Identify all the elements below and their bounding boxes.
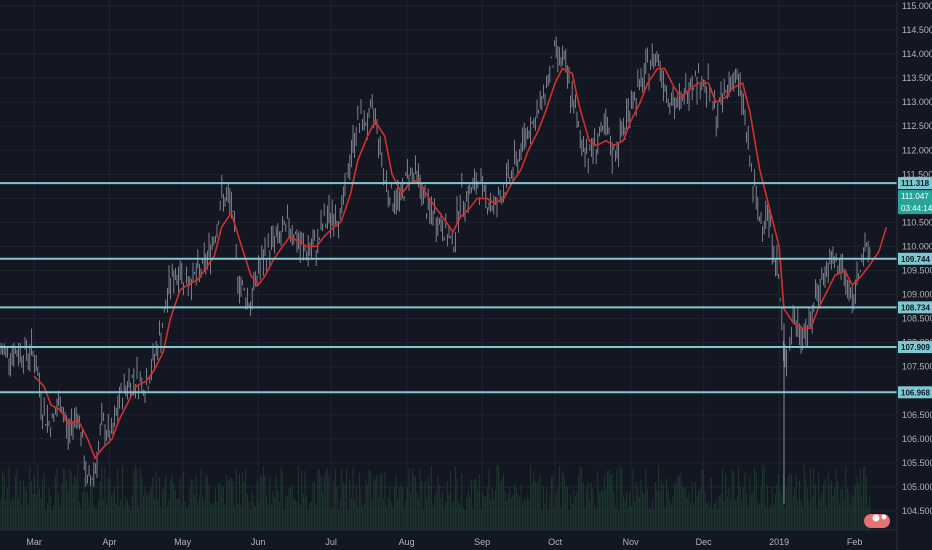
y-tick-label: 113.500: [902, 73, 932, 83]
x-tick-label: Feb: [847, 537, 863, 547]
x-tick-label: Aug: [399, 537, 415, 547]
grid: [0, 0, 896, 530]
x-tick-label: Jun: [251, 537, 266, 547]
y-tick-label: 111.500: [902, 169, 932, 179]
y-tick-label: 110.500: [902, 217, 932, 227]
x-tick-label: May: [174, 537, 192, 547]
x-tick-label: Dec: [696, 537, 713, 547]
current-price-tag: [898, 190, 932, 215]
moving-average: [33, 67, 888, 460]
level-tag: [898, 252, 932, 265]
x-tick-label: 2019: [769, 537, 789, 547]
moving-average-line: [33, 67, 888, 460]
y-tick-label: 112.500: [902, 121, 932, 131]
x-tick-label: Apr: [103, 537, 117, 547]
y-tick-label: 112.000: [902, 145, 932, 155]
y-tick-label: 114.000: [902, 49, 932, 59]
level-tag-label: 108.734: [901, 303, 930, 312]
level-tag: [898, 341, 932, 354]
time-axis[interactable]: Mar Apr May Jun Jul Aug Sep Oct Nov Dec 2019 Feb: [26, 537, 862, 547]
x-tick-label: Sep: [474, 537, 490, 547]
bar-countdown-label: 03:44:14: [901, 204, 932, 213]
price-tags: 111.318 109.744 108.734 107.909 106.968 111.0…: [898, 177, 932, 399]
y-tick-label: 108.500: [902, 314, 932, 324]
x-tick-label: Jul: [325, 537, 337, 547]
y-tick-label: 110.000: [902, 241, 932, 251]
level-tag-label: 107.909: [901, 343, 930, 352]
level-tag: [898, 386, 932, 399]
y-tick-label: 106.500: [902, 410, 932, 420]
y-tick-label: 107.500: [902, 362, 932, 372]
x-tick-label: Oct: [548, 537, 563, 547]
y-tick-label: 109.500: [902, 266, 932, 276]
y-tick-label: 105.000: [902, 482, 932, 492]
price-axis[interactable]: 104.500105.000105.500106.000106.500107.0…: [902, 1, 932, 516]
volume-bars: [0, 465, 871, 530]
y-tick-label: 114.500: [902, 25, 932, 35]
current-price-label: 111.047: [901, 192, 929, 201]
y-tick-label: 106.000: [902, 434, 932, 444]
y-tick-label: 105.500: [902, 458, 932, 468]
level-tag: [898, 301, 932, 314]
x-tick-label: Nov: [623, 537, 640, 547]
y-tick-label: 109.000: [902, 290, 932, 300]
y-tick-label: 113.000: [902, 97, 932, 107]
level-tag-label: 106.968: [901, 388, 930, 397]
level-tag: [898, 177, 932, 190]
x-tick-label: Mar: [26, 537, 42, 547]
level-tag-label: 109.744: [901, 255, 930, 264]
y-tick-label: 104.500: [902, 506, 932, 516]
y-tick-label: 115.000: [902, 1, 932, 11]
level-tag-label: 111.318: [901, 179, 930, 188]
horizontal-levels[interactable]: [0, 182, 897, 394]
chart-logo-icon: [864, 514, 890, 528]
